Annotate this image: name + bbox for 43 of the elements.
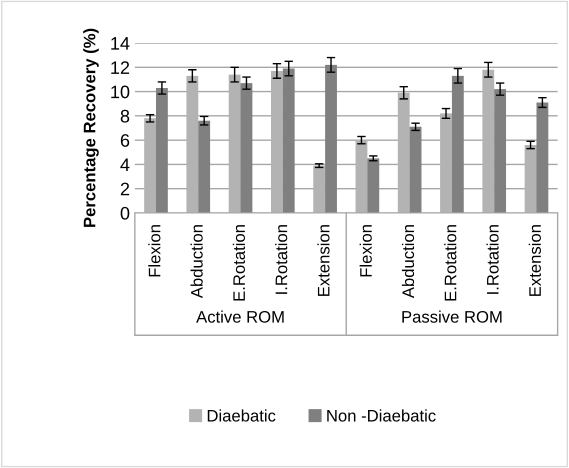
bar	[186, 76, 198, 213]
x-tick-label: I.Rotation	[486, 225, 499, 294]
bar	[156, 88, 168, 213]
y-tick-label: 14	[111, 37, 130, 50]
bar	[440, 113, 452, 213]
x-tick-label: E.Rotation	[444, 225, 456, 301]
bar	[144, 118, 156, 213]
x-tick-label: Extension	[317, 225, 330, 296]
y-tick-label: 4	[120, 158, 130, 171]
y-tick-label: 2	[120, 182, 130, 196]
bar	[240, 83, 252, 213]
y-tick-label: 0	[120, 206, 130, 220]
x-tick-label: Extension	[528, 225, 541, 296]
x-tick-label: E.Rotation	[232, 225, 246, 301]
bar	[410, 126, 422, 213]
text: Passive ROM	[402, 310, 502, 323]
legend-label: Diaebatic	[208, 409, 276, 422]
legend-label: Non -Diaebatic	[327, 409, 436, 422]
x-tick-label: Flexion	[148, 225, 160, 276]
y-tick-label: 12	[111, 61, 130, 74]
y-axis-title: Percentage Recovery (%)	[83, 28, 99, 227]
bar	[356, 140, 368, 213]
bar	[282, 68, 295, 213]
bar	[228, 74, 241, 213]
bar	[524, 144, 536, 213]
bar	[482, 70, 494, 213]
bar	[536, 102, 548, 213]
bar	[398, 92, 410, 213]
bar	[452, 76, 464, 213]
bar	[198, 120, 210, 213]
y-tick-label: 6	[120, 134, 130, 147]
bar	[270, 70, 283, 213]
x-tick-label: Flexion	[360, 225, 372, 276]
x-tick-label: Abduction	[402, 225, 414, 298]
bar	[325, 64, 337, 213]
x-tick-label: Abduction	[190, 225, 203, 298]
x-tick-label: I.Rotation	[275, 225, 288, 294]
text: Active ROM	[196, 310, 284, 323]
y-tick-label: 10	[111, 86, 130, 98]
bar	[367, 158, 380, 213]
y-tick-label: 8	[120, 110, 130, 123]
bar	[313, 166, 326, 213]
bar	[494, 89, 506, 213]
